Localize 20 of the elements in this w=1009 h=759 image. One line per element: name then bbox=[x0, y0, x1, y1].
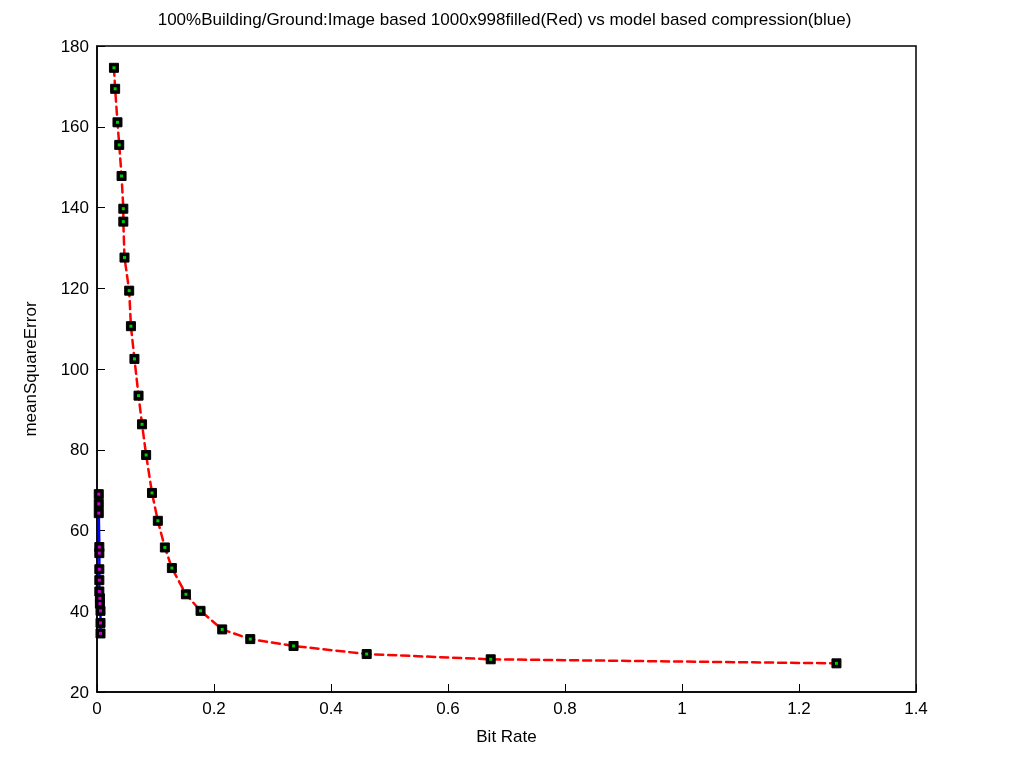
x-tick-label: 0.2 bbox=[202, 699, 226, 718]
y-tick-label: 180 bbox=[60, 36, 89, 56]
y-tick-label: 20 bbox=[70, 682, 89, 702]
x-tick-label: 1.4 bbox=[904, 699, 928, 718]
y-tick-label: 60 bbox=[70, 521, 89, 540]
x-tick-label: 0.8 bbox=[553, 699, 577, 718]
x-tick-label: 0 bbox=[92, 699, 102, 718]
chart-title: 100%Building/Ground:Image based 1000x998filled(Red) vs model based compression(blue) bbox=[157, 10, 852, 29]
y-tick-label: 120 bbox=[60, 278, 89, 298]
x-tick-label: 1 bbox=[677, 699, 687, 718]
y-axis-title: meanSquareError bbox=[21, 301, 40, 437]
x-tick-label: 0.6 bbox=[436, 699, 460, 718]
x-tick-label: 0.4 bbox=[319, 699, 343, 718]
x-tick-label: 1.2 bbox=[787, 699, 811, 718]
y-tick-label: 140 bbox=[60, 198, 89, 217]
y-tick-label: 40 bbox=[70, 601, 89, 621]
y-tick-label: 80 bbox=[70, 440, 89, 460]
y-tick-label: 100 bbox=[60, 359, 89, 379]
x-axis-title: Bit Rate bbox=[476, 727, 537, 746]
y-tick-label: 160 bbox=[60, 117, 89, 137]
